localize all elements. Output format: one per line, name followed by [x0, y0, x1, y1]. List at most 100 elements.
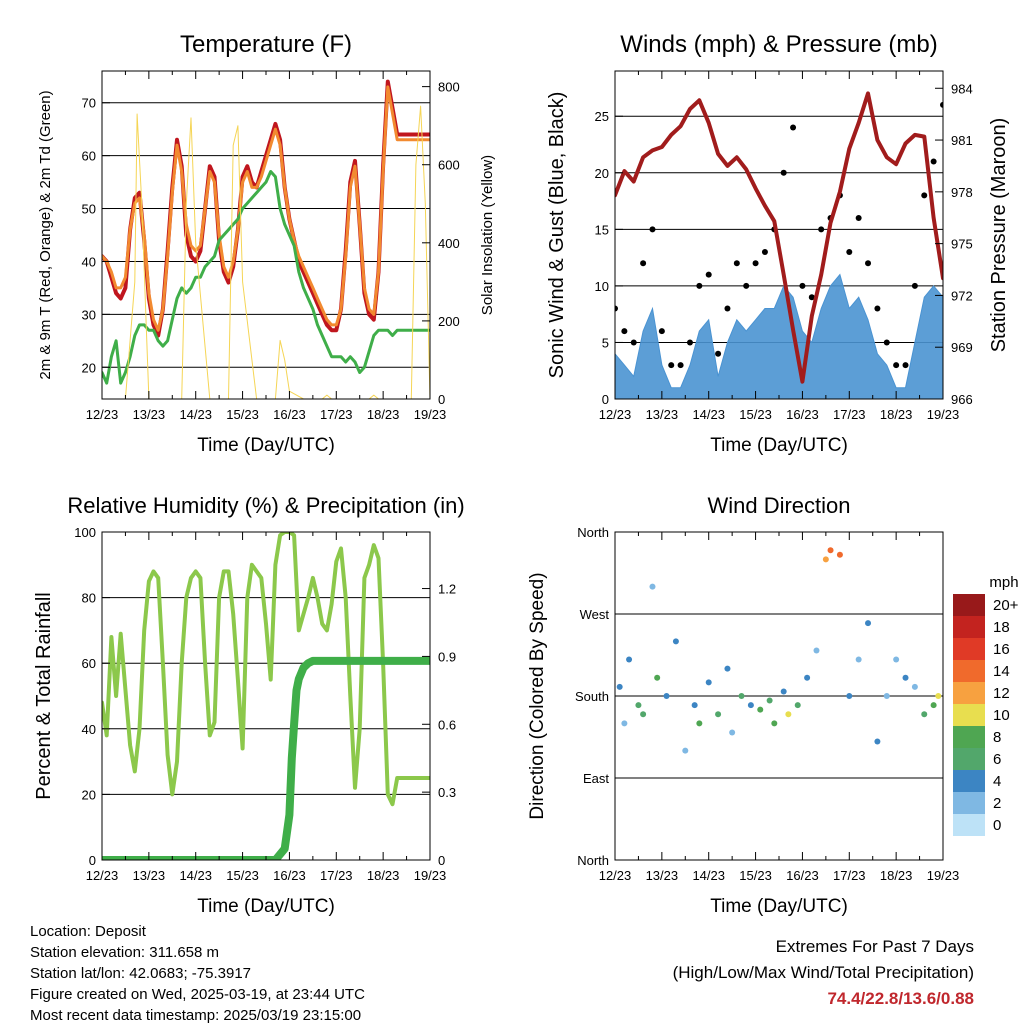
x-tick-label: 14/23	[179, 407, 212, 422]
gust-point	[865, 260, 872, 267]
x-tick-label: 16/23	[786, 868, 819, 883]
x-tick-label: 18/23	[880, 868, 913, 883]
y2-tick-label: 978	[951, 185, 973, 200]
x-tick-label: 12/23	[599, 407, 632, 422]
x-tick-label: 13/23	[646, 407, 679, 422]
wind-direction-point	[626, 656, 633, 663]
y-tick-label: East	[583, 771, 609, 786]
x-tick-label: 19/23	[414, 407, 447, 422]
y2-axis-label: Station Pressure (Maroon)	[988, 118, 1010, 353]
y-tick-label: 0	[89, 853, 96, 868]
x-tick-label: 19/23	[414, 868, 447, 883]
y2-axis-label: Solar Insolation (Yellow)	[479, 155, 496, 315]
plot-area	[102, 79, 430, 399]
gust-point	[893, 362, 900, 369]
wind-direction-point	[893, 656, 900, 663]
gust-point	[921, 192, 928, 199]
y-tick-label: 70	[82, 96, 96, 111]
station-elevation: Station elevation: 311.658 m	[30, 944, 220, 961]
y2-tick-label: 0	[438, 853, 445, 868]
gust-point	[761, 248, 768, 255]
y-tick-label: 60	[82, 656, 96, 671]
colorbar-label: 6	[993, 751, 1001, 768]
y-tick-label: 100	[74, 525, 96, 540]
colorbar-swatch	[953, 814, 985, 836]
wind-speed-colorbar: mph 20+ 18 16 14 12 10 8 6 4 2 0	[953, 574, 1019, 836]
x-tick-label: 19/23	[927, 868, 960, 883]
wind-direction-point	[794, 702, 801, 709]
wind-direction-point	[874, 738, 881, 745]
wind-direction-point	[813, 647, 820, 654]
colorbar-label: 0	[993, 817, 1001, 834]
gust-point	[855, 215, 862, 222]
gust-point	[911, 282, 918, 289]
wind-direction-point	[771, 720, 778, 727]
wind-direction-point	[883, 693, 890, 699]
x-tick-label: 14/23	[692, 868, 725, 883]
y-axis-label: 2m & 9m T (Red, Orange) & 2m Td (Green)	[37, 90, 54, 379]
x-tick-label: 17/23	[833, 868, 866, 883]
x-tick-label: 15/23	[226, 868, 259, 883]
colorbar-swatch	[953, 704, 985, 726]
x-tick-label: 15/23	[226, 407, 259, 422]
plot-area	[102, 532, 430, 860]
x-tick-label: 13/23	[646, 868, 679, 883]
wind-direction-point	[780, 688, 787, 695]
colorbar-swatch	[953, 594, 985, 616]
colorbar-swatch	[953, 792, 985, 814]
colorbar-label: 4	[993, 773, 1001, 790]
x-axis-label: Time (Day/UTC)	[197, 896, 335, 917]
colorbar-swatch	[953, 726, 985, 748]
figure-created: Figure created on Wed, 2025-03-19, at 23…	[30, 986, 365, 1003]
colorbar-label: 16	[993, 641, 1010, 658]
y2-tick-label: 0.3	[438, 785, 456, 800]
x-tick-label: 15/23	[739, 407, 772, 422]
y-tick-label: 40	[82, 722, 96, 737]
y-tick-label: North	[577, 525, 609, 540]
colorbar-label: 14	[993, 663, 1010, 680]
gust-point	[640, 260, 647, 267]
colorbar-swatch	[953, 616, 985, 638]
wind-direction-point	[729, 729, 736, 736]
chart-title: Winds (mph) & Pressure (mb)	[620, 31, 937, 58]
series-line	[615, 91, 943, 384]
y2-tick-label: 0.6	[438, 717, 456, 732]
wind-direction-point	[855, 656, 862, 663]
y-tick-label: South	[575, 689, 609, 704]
extremes-values: 74.4/22.8/13.6/0.88	[827, 989, 974, 1008]
wind-direction-point	[930, 702, 937, 709]
gust-point	[743, 282, 750, 289]
gust-point	[818, 226, 825, 233]
wind-direction-point	[921, 711, 928, 718]
extremes-subtitle: (High/Low/Max Wind/Total Precipitation)	[672, 963, 974, 982]
gust-point	[677, 362, 684, 369]
x-tick-label: 12/23	[86, 407, 119, 422]
colorbar-swatch	[953, 682, 985, 704]
x-axis-label: Time (Day/UTC)	[197, 435, 335, 456]
extremes-title: Extremes For Past 7 Days	[775, 937, 974, 956]
wind-direction-point	[654, 674, 661, 681]
chart-panel-0: Temperature (F) 12/23 13/23 14/23 15/23 16/23…	[37, 31, 496, 456]
x-tick-label: 16/23	[273, 868, 306, 883]
colorbar-unit-label: mph	[989, 574, 1018, 591]
y-tick-label: 30	[82, 307, 96, 322]
colorbar-label: 20+	[993, 597, 1019, 614]
colorbar-label: 10	[993, 707, 1010, 724]
most-recent-data: Most recent data timestamp: 2025/03/19 2…	[30, 1007, 362, 1024]
chart-panel-2: Relative Humidity (%) & Precipitation (i…	[33, 493, 465, 917]
y-axis-label: Direction (Colored By Speed)	[527, 572, 548, 819]
gust-point	[883, 339, 890, 346]
wind-direction-point	[672, 638, 679, 645]
gust-point	[902, 362, 909, 369]
chart-panel-1: Winds (mph) & Pressure (mb) 12/23 13/23 14/…	[546, 31, 1010, 456]
colorbar-label: 18	[993, 619, 1010, 636]
y-tick-label: 25	[595, 109, 609, 124]
y2-tick-label: 972	[951, 288, 973, 303]
y-tick-label: 5	[602, 335, 609, 350]
y-tick-label: 20	[595, 166, 609, 181]
y-tick-label: 80	[82, 591, 96, 606]
wind-direction-point	[621, 720, 628, 727]
x-tick-label: 19/23	[927, 407, 960, 422]
wind-direction-point	[766, 697, 773, 704]
